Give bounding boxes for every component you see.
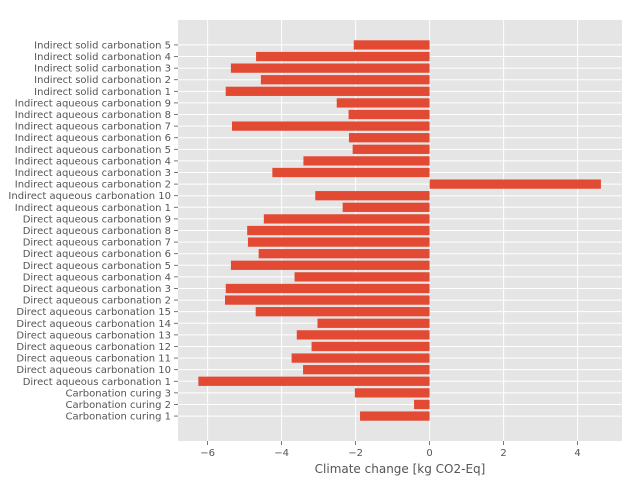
bar bbox=[230, 260, 430, 270]
y-tick-label: Carbonation curing 2 bbox=[66, 400, 171, 411]
y-tick-label: Indirect aqueous carbonation 6 bbox=[15, 133, 171, 144]
y-tick-label: Direct aqueous carbonation 15 bbox=[16, 307, 171, 318]
bars bbox=[198, 40, 601, 421]
bar bbox=[291, 353, 430, 363]
bar bbox=[294, 272, 430, 282]
y-tick-label: Direct aqueous carbonation 6 bbox=[23, 249, 171, 260]
y-tick-label: Carbonation curing 3 bbox=[66, 388, 171, 399]
y-tick-label: Direct aqueous carbonation 4 bbox=[23, 272, 171, 283]
y-tick-label: Direct aqueous carbonation 11 bbox=[16, 354, 171, 365]
bar bbox=[352, 144, 430, 154]
bar bbox=[225, 86, 430, 96]
y-tick-label: Indirect aqueous carbonation 8 bbox=[15, 110, 171, 121]
bar bbox=[353, 40, 430, 50]
x-tick-label: 0 bbox=[426, 448, 432, 459]
y-tick-label: Carbonation curing 1 bbox=[66, 412, 171, 423]
bar bbox=[272, 167, 430, 178]
bar bbox=[230, 63, 430, 73]
bar bbox=[317, 318, 430, 328]
y-tick-label: Indirect aqueous carbonation 1 bbox=[15, 203, 171, 214]
y-tick-label: Indirect aqueous carbonation 5 bbox=[15, 145, 171, 156]
bar bbox=[303, 365, 430, 375]
bar bbox=[311, 341, 430, 352]
y-tick-label: Indirect aqueous carbonation 10 bbox=[8, 191, 171, 202]
x-tick-label: −6 bbox=[200, 448, 215, 459]
y-tick-label: Indirect aqueous carbonation 9 bbox=[15, 98, 171, 109]
bar bbox=[232, 121, 430, 131]
y-tick-label: Indirect solid carbonation 3 bbox=[34, 64, 171, 75]
y-tick-label: Indirect solid carbonation 2 bbox=[34, 75, 171, 86]
bar bbox=[247, 225, 430, 236]
x-tick-label: −2 bbox=[348, 448, 363, 459]
bar bbox=[315, 191, 430, 201]
bar bbox=[296, 330, 430, 340]
y-tick-label: Direct aqueous carbonation 13 bbox=[16, 330, 171, 341]
bar bbox=[224, 295, 430, 305]
y-tick-label: Indirect solid carbonation 1 bbox=[34, 87, 171, 98]
y-tick-label: Direct aqueous carbonation 2 bbox=[23, 296, 171, 307]
bar bbox=[303, 156, 430, 166]
y-tick-label: Direct aqueous carbonation 8 bbox=[23, 226, 171, 237]
y-tick-label: Direct aqueous carbonation 12 bbox=[16, 342, 171, 353]
x-tick-label: 4 bbox=[574, 448, 580, 459]
bar bbox=[429, 179, 601, 189]
y-tick-label: Direct aqueous carbonation 7 bbox=[23, 238, 171, 249]
y-tick-label: Direct aqueous carbonation 5 bbox=[23, 261, 171, 272]
bar bbox=[336, 98, 430, 108]
bar bbox=[263, 214, 430, 224]
bar bbox=[258, 249, 430, 259]
y-tick-label: Direct aqueous carbonation 1 bbox=[23, 377, 171, 388]
bar bbox=[198, 376, 430, 386]
bar bbox=[260, 75, 430, 85]
x-axis-ticks: −6 −4 −2 0 2 4 bbox=[200, 441, 581, 459]
y-tick-label: Indirect aqueous carbonation 4 bbox=[15, 156, 171, 167]
y-tick-label: Indirect aqueous carbonation 3 bbox=[15, 168, 171, 179]
bar bbox=[247, 237, 430, 247]
y-tick-label: Direct aqueous carbonation 9 bbox=[23, 214, 171, 225]
bar bbox=[255, 307, 430, 317]
x-tick-label: 2 bbox=[500, 448, 506, 459]
bar bbox=[225, 283, 430, 294]
bar bbox=[360, 411, 430, 421]
x-axis-title: Climate change [kg CO2-Eq] bbox=[315, 462, 486, 476]
bar bbox=[256, 51, 430, 62]
y-tick-label: Direct aqueous carbonation 14 bbox=[16, 319, 171, 330]
bar bbox=[342, 202, 430, 212]
bar bbox=[348, 133, 430, 143]
y-tick-label: Direct aqueous carbonation 3 bbox=[23, 284, 171, 295]
x-tick-label: −4 bbox=[274, 448, 289, 459]
bar bbox=[354, 388, 430, 398]
y-tick-label: Indirect aqueous carbonation 2 bbox=[15, 180, 171, 191]
y-tick-label: Direct aqueous carbonation 10 bbox=[16, 365, 171, 376]
bar bbox=[348, 109, 430, 120]
y-tick-label: Indirect solid carbonation 4 bbox=[34, 52, 171, 63]
y-tick-label: Indirect aqueous carbonation 7 bbox=[15, 122, 171, 133]
bar bbox=[414, 399, 430, 410]
y-tick-label: Indirect solid carbonation 5 bbox=[34, 40, 171, 51]
